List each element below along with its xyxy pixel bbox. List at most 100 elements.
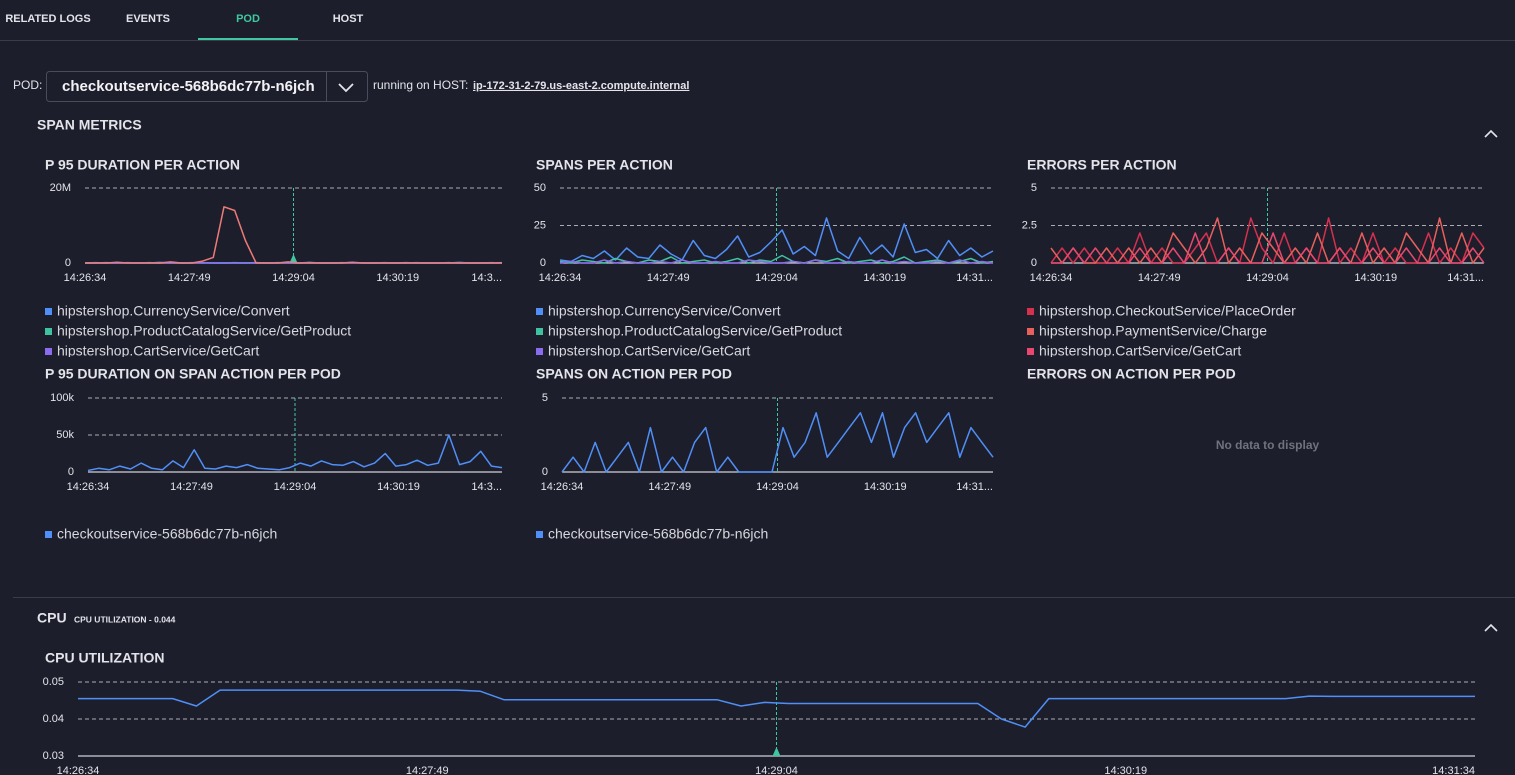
tab[interactable]: HOST xyxy=(333,13,364,25)
y-tick-label: 2.5 xyxy=(1022,219,1037,231)
x-tick-label: 14:27:49 xyxy=(170,481,213,493)
legend-swatch xyxy=(536,328,543,335)
section-title: CPU xyxy=(37,610,67,626)
pod-select[interactable] xyxy=(46,71,368,102)
tab-active[interactable]: POD xyxy=(236,13,260,25)
x-tick-label: 14:29:04 xyxy=(272,272,315,284)
collapse-button[interactable] xyxy=(1484,129,1498,138)
y-tick-label: 5 xyxy=(1031,182,1037,194)
x-tick-label: 14:27:49 xyxy=(648,481,691,493)
x-tick-label: 14:31... xyxy=(956,272,993,284)
chart-title: SPANS PER ACTION xyxy=(536,157,673,173)
tab-underline xyxy=(198,38,298,40)
running-on: running on HOST: xyxy=(373,78,468,92)
legend-label: hipstershop.CartService/GetCart xyxy=(57,343,259,359)
y-tick-label: 25 xyxy=(534,219,546,231)
y-tick-label: 100k xyxy=(50,392,74,404)
x-tick-label: 14:27:49 xyxy=(406,765,449,775)
x-tick-label: 14:26:34 xyxy=(67,481,110,493)
x-tick-label: 14:26:34 xyxy=(64,272,107,284)
x-tick-label: 14:29:04 xyxy=(274,481,317,493)
x-tick-label: 14:30:19 xyxy=(377,481,420,493)
collapse-button[interactable] xyxy=(1484,623,1498,632)
y-tick-label: 0.05 xyxy=(43,676,64,688)
legend-swatch xyxy=(45,308,52,315)
y-tick-label: 5 xyxy=(542,392,548,404)
x-tick-label: 14:29:04 xyxy=(755,765,798,775)
legend: hipstershop.CurrencyService/Convert hipst… xyxy=(536,303,842,359)
y-tick-label: 50k xyxy=(56,429,74,441)
y-tick-label: 50 xyxy=(534,182,546,194)
pod-label: POD: xyxy=(13,78,42,92)
x-tick-label: 14:30:19 xyxy=(376,272,419,284)
series-line xyxy=(561,412,994,473)
y-tick-label: 0 xyxy=(540,257,546,269)
series-line xyxy=(85,206,502,264)
x-tick-label: 14:30:19 xyxy=(864,481,907,493)
series-line xyxy=(1050,217,1485,264)
cursor-marker xyxy=(289,254,298,263)
chart-title: ERRORS PER ACTION xyxy=(1027,157,1177,173)
legend-swatch xyxy=(45,531,52,538)
legend-swatch xyxy=(1027,308,1034,315)
series-line xyxy=(559,259,994,264)
chart-title: CPU UTILIZATION xyxy=(45,650,165,666)
select-chevron[interactable] xyxy=(338,83,354,93)
y-tick-label: 0 xyxy=(68,466,74,478)
legend-label: hipstershop.CurrencyService/Convert xyxy=(57,303,290,319)
chart-title: P 95 DURATION ON SPAN ACTION PER POD xyxy=(45,366,341,382)
y-tick-label: 0.03 xyxy=(43,750,64,762)
x-tick-label: 14:26:34 xyxy=(57,765,100,775)
legend-swatch xyxy=(45,328,52,335)
x-tick-label: 14:29:04 xyxy=(755,272,798,284)
legend-label: checkoutservice-568b6dc77b-n6jch xyxy=(57,526,277,542)
y-tick-label: 0 xyxy=(542,466,548,478)
x-tick-label: 14:30:19 xyxy=(1104,765,1147,775)
chart-title: P 95 DURATION PER ACTION xyxy=(45,157,240,173)
section-title: SPAN METRICS xyxy=(37,117,142,133)
x-tick-label: 14:26:34 xyxy=(539,272,582,284)
x-tick-label: 14:31... xyxy=(1447,272,1484,284)
tab[interactable]: RELATED LOGS xyxy=(5,13,90,25)
legend-label: hipstershop.ProductCatalogService/GetPro… xyxy=(57,323,351,339)
x-tick-label: 14:29:04 xyxy=(756,481,799,493)
x-tick-label: 14:3... xyxy=(471,272,502,284)
series-line xyxy=(78,689,1475,728)
x-tick-label: 14:26:34 xyxy=(1030,272,1073,284)
legend-swatch xyxy=(1027,348,1034,355)
x-tick-label: 14:30:19 xyxy=(1354,272,1397,284)
legend-label: hipstershop.ProductCatalogService/GetPro… xyxy=(548,323,842,339)
legend-swatch xyxy=(45,348,52,355)
chart-title: ERRORS ON ACTION PER POD xyxy=(1027,366,1236,382)
series-line xyxy=(559,217,994,263)
legend-label: hipstershop.PaymentService/Charge xyxy=(1039,323,1267,339)
pod-value: checkoutservice-568b6dc77b-n6jch xyxy=(62,78,315,95)
legend-label: hipstershop.CartService/GetCart xyxy=(1039,343,1241,359)
legend: hipstershop.CurrencyService/Convert hipst… xyxy=(45,303,351,359)
series-line xyxy=(87,434,503,472)
legend-swatch xyxy=(1027,328,1034,335)
legend-label: hipstershop.CartService/GetCart xyxy=(548,343,750,359)
cursor-marker xyxy=(772,747,781,756)
x-tick-label: 14:27:49 xyxy=(168,272,211,284)
legend-label: checkoutservice-568b6dc77b-n6jch xyxy=(548,526,768,542)
empty-message: No data to display xyxy=(1216,438,1320,452)
legend-swatch xyxy=(536,531,543,538)
legend-swatch xyxy=(536,308,543,315)
x-tick-label: 14:29:04 xyxy=(1246,272,1289,284)
x-tick-label: 14:26:34 xyxy=(541,481,584,493)
x-tick-label: 14:31... xyxy=(956,481,993,493)
x-tick-label: 14:3... xyxy=(471,481,502,493)
series-line xyxy=(1051,232,1485,264)
y-tick-label: 0.04 xyxy=(43,713,64,725)
y-tick-label: 20M xyxy=(50,182,71,194)
x-tick-label: 14:27:49 xyxy=(647,272,690,284)
legend-label: hipstershop.CheckoutService/PlaceOrder xyxy=(1039,303,1296,319)
x-tick-label: 14:27:49 xyxy=(1138,272,1181,284)
x-tick-label: 14:30:19 xyxy=(863,272,906,284)
legend-label: hipstershop.CurrencyService/Convert xyxy=(548,303,781,319)
host-link[interactable]: ip-172-31-2-79.us-east-2.compute.interna… xyxy=(473,80,689,92)
tab[interactable]: EVENTS xyxy=(126,13,170,25)
